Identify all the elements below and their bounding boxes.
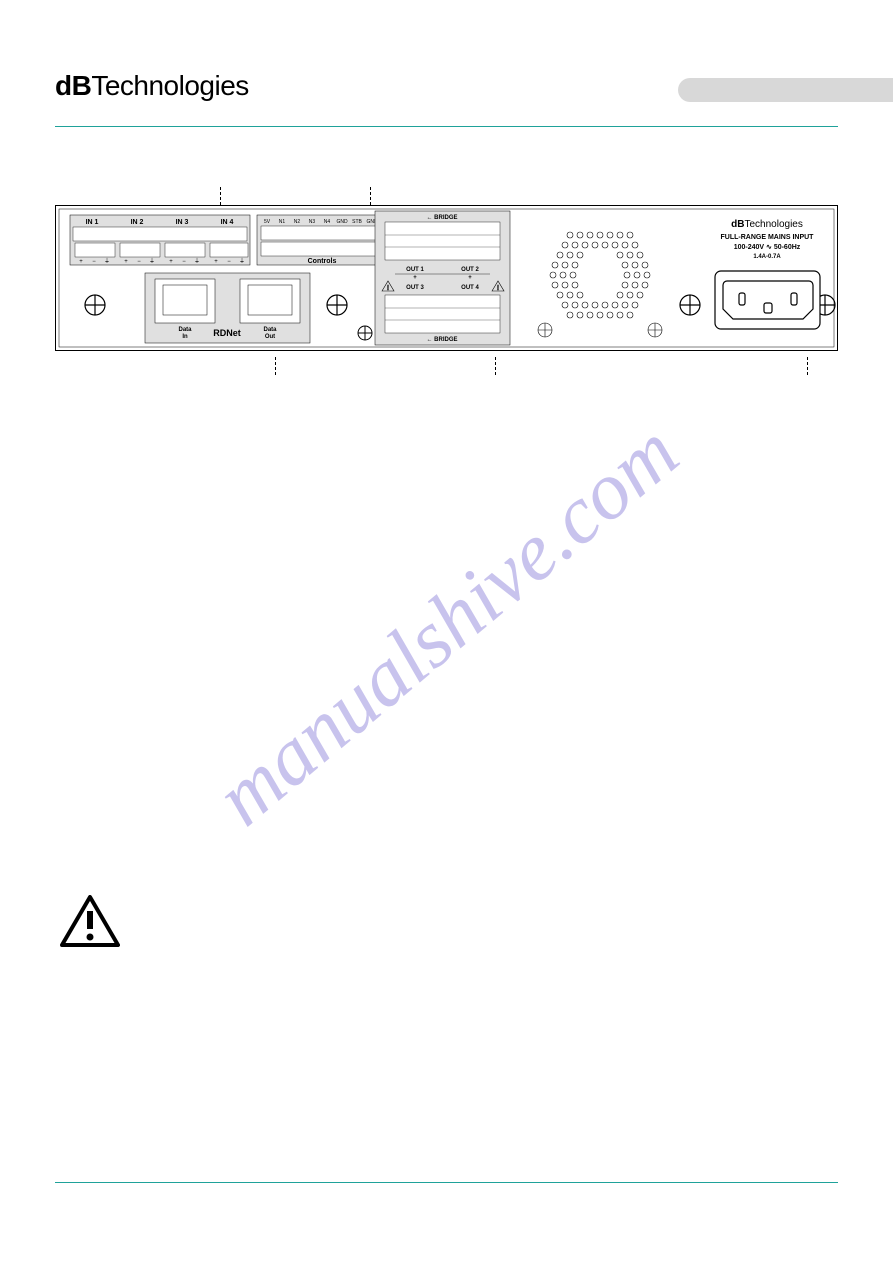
rdnet-label: RDNet [213, 328, 241, 338]
svg-text:+: + [169, 259, 173, 265]
svg-text:1.4A-0.7A: 1.4A-0.7A [753, 254, 781, 260]
svg-text:dBTechnologies: dBTechnologies [731, 219, 803, 230]
svg-text:N1: N1 [279, 219, 286, 225]
brand-logo: dBTechnologies [55, 70, 249, 101]
iec-inlet-icon [715, 271, 820, 329]
svg-text:OUT 2: OUT 2 [461, 267, 479, 273]
input-label: IN 4 [221, 219, 234, 226]
svg-text:⏚: ⏚ [149, 258, 155, 265]
svg-text:⏚: ⏚ [239, 258, 245, 265]
mains-block: dBTechnologies FULL-RANGE MAINS INPUT 10… [715, 219, 820, 329]
controls-label: Controls [308, 258, 337, 265]
svg-text:← BRIDGE: ← BRIDGE [426, 337, 457, 343]
svg-text:+: + [413, 275, 417, 281]
brand-bold: dB [55, 70, 91, 101]
svg-text:N2: N2 [294, 219, 301, 225]
svg-text:−: − [227, 259, 231, 265]
screw-icon [358, 326, 372, 340]
callout-lines-bottom [55, 357, 838, 375]
rear-panel-svg: IN 1 IN 2 IN 3 IN 4 [55, 205, 838, 351]
input-label: IN 2 [131, 219, 144, 226]
input-label: IN 3 [176, 219, 189, 226]
svg-text:In: In [182, 334, 188, 340]
header-accent-bar [678, 78, 893, 102]
svg-text:!: ! [387, 285, 389, 292]
callout-line [275, 357, 276, 375]
svg-text:+: + [214, 259, 218, 265]
svg-text:OUT 3: OUT 3 [406, 285, 424, 291]
svg-text:!: ! [497, 285, 499, 292]
svg-text:+: + [468, 275, 472, 281]
svg-text:Out: Out [265, 334, 275, 340]
svg-text:OUT 1: OUT 1 [406, 267, 424, 273]
svg-text:5V: 5V [264, 219, 271, 225]
svg-text:+: + [124, 259, 128, 265]
controls-block: 5V N1 N2 N3 N4 GND STB GND Controls [257, 215, 387, 265]
svg-text:N4: N4 [324, 219, 331, 225]
svg-text:100-240V ∿ 50-60Hz: 100-240V ∿ 50-60Hz [734, 244, 801, 251]
rear-panel-diagram: IN 1 IN 2 IN 3 IN 4 [55, 187, 838, 375]
svg-text:FULL-RANGE MAINS INPUT: FULL-RANGE MAINS INPUT [721, 234, 815, 241]
outputs-block: ← BRIDGE ! ! OUT 1 OUT 2 + + OUT 3 OUT 4 [375, 211, 510, 345]
callout-line [370, 187, 371, 205]
inputs-block: IN 1 IN 2 IN 3 IN 4 [70, 215, 250, 265]
svg-text:← BRIDGE: ← BRIDGE [426, 215, 457, 221]
svg-text:STB: STB [352, 219, 362, 225]
input-label: IN 1 [86, 219, 99, 226]
callout-line [495, 357, 496, 375]
svg-text:N3: N3 [309, 219, 316, 225]
svg-text:Data: Data [178, 327, 192, 333]
callout-lines-top [55, 187, 838, 205]
svg-text:⏚: ⏚ [104, 258, 110, 265]
svg-text:+: + [79, 259, 83, 265]
page-header: dBTechnologies [55, 70, 838, 120]
svg-text:OUT 4: OUT 4 [461, 285, 479, 291]
header-rule [55, 126, 838, 127]
svg-text:−: − [137, 259, 141, 265]
svg-text:−: − [182, 259, 186, 265]
svg-text:⏚: ⏚ [194, 258, 200, 265]
callout-line [220, 187, 221, 205]
brand-light: Technologies [91, 70, 248, 101]
svg-text:Data: Data [263, 327, 277, 333]
watermark-text: manualshive.com [197, 404, 695, 843]
footer-rule [55, 1182, 838, 1183]
rdnet-block: DataIn DataOut RDNet [145, 273, 310, 343]
svg-text:−: − [92, 259, 96, 265]
warning-icon [60, 895, 120, 949]
svg-text:GND: GND [336, 219, 348, 225]
callout-line [807, 357, 808, 375]
